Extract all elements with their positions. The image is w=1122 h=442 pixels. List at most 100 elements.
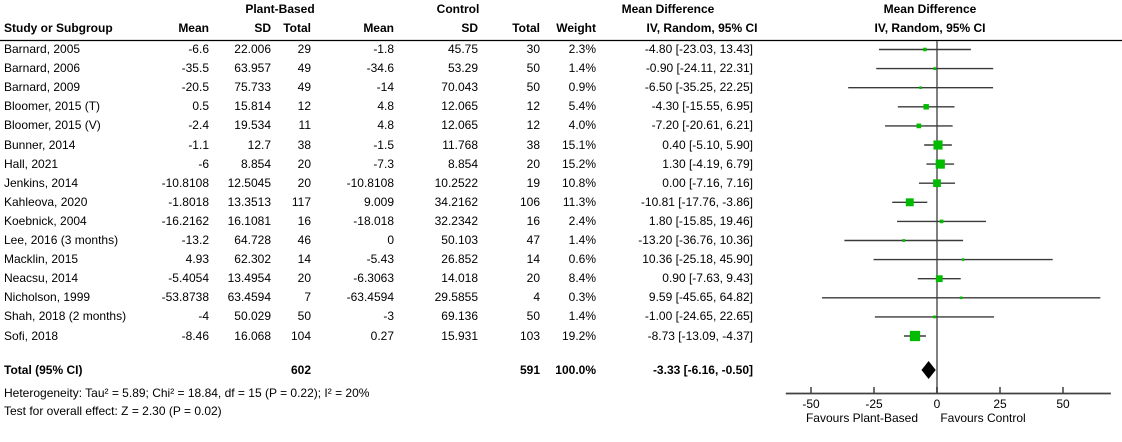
cell-name: Bloomer, 2015 (V) bbox=[4, 118, 101, 133]
cell-mean2: -18.018 bbox=[353, 213, 394, 228]
cell-weight: 0.3% bbox=[568, 290, 596, 305]
cell-mean1: -13.2 bbox=[181, 233, 209, 247]
cell-total1: 20 bbox=[297, 175, 311, 190]
effect-marker bbox=[935, 159, 945, 169]
effect-marker bbox=[935, 275, 943, 283]
cell-sd1: 19.534 bbox=[234, 118, 271, 133]
cell-total2: 4 bbox=[533, 290, 540, 305]
table-row: Nicholson, 1999 -53.8738 63.4594 7 -63.4594 2… bbox=[0, 288, 770, 307]
cell-sd1: 12.7 bbox=[247, 137, 271, 152]
cell-sd1: 50.029 bbox=[234, 309, 271, 324]
cell-weight: 15.2% bbox=[561, 156, 596, 171]
cell-sd2: 45.75 bbox=[447, 42, 478, 56]
cell-name: Neacsu, 2014 bbox=[4, 271, 79, 286]
cell-total1: 20 bbox=[297, 156, 311, 171]
cell-weight: 1.4% bbox=[568, 61, 596, 76]
effect-marker bbox=[916, 123, 922, 129]
cell-sd2: 53.29 bbox=[447, 61, 478, 76]
effect-marker bbox=[905, 198, 914, 207]
group1-total-header: Total bbox=[283, 21, 311, 35]
cell-sd1: 15.814 bbox=[234, 99, 271, 114]
plot-column-header-line2: IV, Random, 95% CI bbox=[874, 21, 986, 35]
cell-sd1: 63.4594 bbox=[227, 290, 271, 305]
cell-weight: 4.0% bbox=[568, 118, 596, 133]
cell-sd2: 34.2162 bbox=[434, 194, 478, 209]
cell-mean1: 0.5 bbox=[192, 99, 209, 114]
total-label: Total (95% CI) bbox=[4, 363, 83, 377]
total-weight: 100.0% bbox=[555, 363, 596, 377]
cell-ci_text: -4.80 [-23.03, 13.43] bbox=[644, 42, 753, 56]
cell-weight: 5.4% bbox=[568, 99, 596, 114]
effect-marker bbox=[933, 315, 936, 319]
cell-total1: 46 bbox=[297, 233, 311, 247]
cell-mean1: 4.93 bbox=[185, 252, 209, 267]
total-row: Total (95% CI) 602 591 100.0% -3.33 [-6.… bbox=[0, 361, 770, 380]
table-row: Macklin, 2015 4.93 62.302 14 -5.43 26.852 14 0.… bbox=[0, 250, 770, 269]
favours-left-label: Favours Plant-Based bbox=[805, 411, 919, 425]
table-row: Bunner, 2014 -1.1 12.7 38 -1.5 11.768 38 15.1% 0… bbox=[0, 136, 770, 155]
cell-sd1: 63.957 bbox=[234, 61, 271, 76]
cell-total2: 16 bbox=[526, 213, 540, 228]
cell-mean1: -53.8738 bbox=[161, 290, 209, 305]
cell-sd1: 75.733 bbox=[234, 80, 271, 95]
cell-sd1: 62.302 bbox=[234, 252, 271, 267]
cell-ci_text: 0.90 [-7.63, 9.43] bbox=[662, 271, 753, 286]
cell-mean2: -6.3063 bbox=[353, 271, 394, 286]
cell-sd2: 11.768 bbox=[442, 137, 478, 152]
total-ci-text: -3.33 [-6.16, -0.50] bbox=[652, 363, 753, 377]
cell-mean2: -1.5 bbox=[373, 137, 394, 152]
group1-mean-header: Mean bbox=[178, 21, 209, 35]
cell-weight: 10.8% bbox=[561, 175, 596, 190]
cell-mean2: 9.009 bbox=[363, 194, 394, 209]
cell-total1: 11 bbox=[298, 118, 311, 133]
cell-total2: 38 bbox=[526, 137, 540, 152]
cell-name: Hall, 2021 bbox=[4, 156, 59, 171]
cell-mean1: -2.4 bbox=[188, 118, 209, 133]
table-row: Koebnick, 2004 -16.2162 16.1081 16 -18.018 32… bbox=[0, 212, 770, 231]
cell-weight: 15.1% bbox=[561, 137, 596, 152]
cell-total2: 19 bbox=[526, 175, 540, 190]
cell-ci_text: -1.00 [-24.65, 22.65] bbox=[644, 309, 753, 324]
table-row: Shah, 2018 (2 months) -4 50.029 50 -3 69.136 5… bbox=[0, 307, 770, 326]
cell-mean1: -8.46 bbox=[181, 328, 209, 343]
cell-mean2: -3 bbox=[383, 309, 394, 324]
cell-total2: 47 bbox=[526, 233, 540, 247]
effect-marker bbox=[959, 296, 963, 300]
cell-sd2: 26.852 bbox=[441, 252, 478, 267]
cell-name: Barnard, 2006 bbox=[4, 61, 81, 76]
cell-total1: 29 bbox=[297, 42, 311, 56]
favours-right-label: Favours Control bbox=[940, 411, 1026, 425]
cell-ci_text: 1.30 [-4.19, 6.79] bbox=[662, 156, 753, 171]
cell-total2: 50 bbox=[526, 309, 540, 324]
table-row: Jenkins, 2014 -10.8108 12.5045 20 -10.8108 10… bbox=[0, 174, 770, 193]
cell-mean2: -10.8108 bbox=[346, 175, 394, 190]
cell-sd1: 16.1081 bbox=[227, 213, 271, 228]
cell-ci_text: 1.80 [-15.85, 19.46] bbox=[648, 213, 753, 228]
group1-sd-header: SD bbox=[254, 21, 271, 35]
group2-mean-header: Mean bbox=[363, 21, 394, 35]
table-row: Barnard, 2006 -35.5 63.957 49 -34.6 53.29 50 1.… bbox=[0, 59, 770, 78]
md-column-header-line1: Mean Difference bbox=[621, 2, 715, 16]
cell-sd1: 12.5045 bbox=[227, 175, 271, 190]
cell-name: Macklin, 2015 bbox=[4, 252, 79, 267]
effect-marker bbox=[939, 219, 944, 224]
cell-weight: 0.9% bbox=[568, 80, 596, 95]
cell-mean1: -5.4054 bbox=[168, 271, 209, 286]
cell-mean2: -34.6 bbox=[366, 61, 394, 76]
cell-ci_text: -0.90 [-24.11, 22.31] bbox=[645, 61, 753, 76]
cell-ci_text: -8.73 [-13.09, -4.37] bbox=[647, 328, 753, 343]
table-row: Bloomer, 2015 (T) 0.5 15.814 12 4.8 12.065 12 5… bbox=[0, 97, 770, 116]
effect-marker bbox=[919, 86, 922, 89]
effect-marker bbox=[902, 239, 906, 242]
cell-total1: 20 bbox=[297, 271, 311, 286]
cell-total1: 14 bbox=[297, 252, 311, 267]
cell-ci_text: -7.20 [-20.61, 6.21] bbox=[651, 118, 753, 133]
cell-ci_text: 10.36 [-25.18, 45.90] bbox=[642, 252, 753, 267]
effect-marker bbox=[933, 67, 937, 70]
cell-name: Barnard, 2009 bbox=[4, 80, 81, 95]
cell-mean2: -1.8 bbox=[373, 42, 394, 56]
cell-ci_text: 0.00 [-7.16, 7.16] bbox=[662, 175, 753, 190]
cell-sd2: 50.103 bbox=[441, 233, 478, 247]
